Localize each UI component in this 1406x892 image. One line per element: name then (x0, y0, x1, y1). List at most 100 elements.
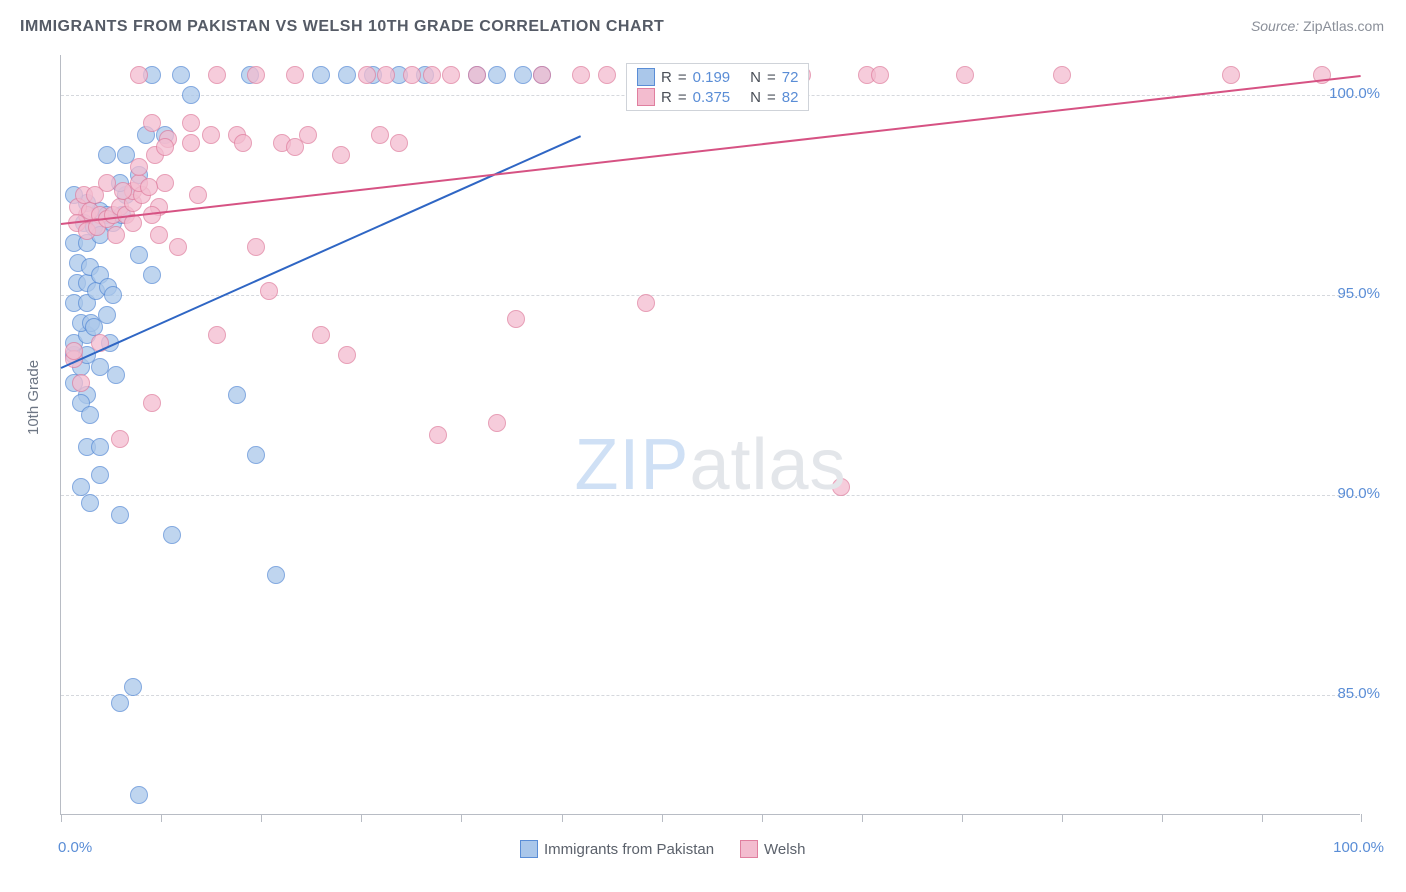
scatter-point (124, 678, 142, 696)
x-tick (61, 814, 62, 822)
x-tick (962, 814, 963, 822)
scatter-point (572, 66, 590, 84)
n-label: N (750, 89, 761, 106)
x-tick (1262, 814, 1263, 822)
scatter-point (156, 174, 174, 192)
scatter-point (312, 326, 330, 344)
scatter-point (507, 310, 525, 328)
scatter-point (130, 158, 148, 176)
y-tick-label: 95.0% (1337, 285, 1380, 302)
scatter-plot-area: ZIPatlas R = 0.199 N = 72 R = 0.375 N = … (60, 55, 1360, 815)
scatter-point (332, 146, 350, 164)
scatter-point (111, 506, 129, 524)
scatter-point (114, 182, 132, 200)
scatter-point (871, 66, 889, 84)
scatter-point (182, 86, 200, 104)
equals-sign: = (767, 89, 776, 106)
source-credit: Source: ZipAtlas.com (1251, 18, 1384, 34)
welsh-r-value: 0.375 (693, 89, 731, 106)
correlation-legend-box: R = 0.199 N = 72 R = 0.375 N = 82 (626, 63, 809, 111)
scatter-point (468, 66, 486, 84)
x-axis-max-label: 100.0% (1333, 839, 1384, 856)
scatter-point (390, 134, 408, 152)
pakistan-r-value: 0.199 (693, 69, 731, 86)
scatter-point (488, 414, 506, 432)
scatter-point (91, 466, 109, 484)
chart-title: IMMIGRANTS FROM PAKISTAN VS WELSH 10TH G… (20, 18, 664, 36)
scatter-point (163, 526, 181, 544)
x-tick (1361, 814, 1362, 822)
scatter-point (637, 294, 655, 312)
scatter-point (598, 66, 616, 84)
source-value: ZipAtlas.com (1303, 18, 1384, 34)
scatter-point (488, 66, 506, 84)
series-legend: Immigrants from Pakistan Welsh (520, 840, 805, 858)
equals-sign: = (767, 69, 776, 86)
scatter-point (429, 426, 447, 444)
zipatlas-watermark: ZIPatlas (574, 424, 846, 506)
correlation-legend-row-welsh: R = 0.375 N = 82 (637, 88, 798, 106)
scatter-point (208, 326, 226, 344)
scatter-point (260, 282, 278, 300)
y-tick-label: 100.0% (1329, 85, 1380, 102)
scatter-point (156, 138, 174, 156)
scatter-point (312, 66, 330, 84)
y-tick-label: 85.0% (1337, 685, 1380, 702)
scatter-point (81, 406, 99, 424)
equals-sign: = (678, 89, 687, 106)
y-axis-label: 10th Grade (25, 360, 42, 435)
scatter-point (423, 66, 441, 84)
scatter-point (202, 126, 220, 144)
welsh-swatch-bottom (740, 840, 758, 858)
legend-label-welsh: Welsh (764, 841, 805, 858)
pakistan-n-value: 72 (782, 69, 799, 86)
scatter-point (107, 226, 125, 244)
scatter-point (172, 66, 190, 84)
x-axis-min-label: 0.0% (58, 839, 92, 856)
correlation-legend-row-pakistan: R = 0.199 N = 72 (637, 68, 798, 86)
watermark-atlas: atlas (689, 425, 846, 505)
x-tick (762, 814, 763, 822)
scatter-point (143, 266, 161, 284)
x-tick (1162, 814, 1163, 822)
scatter-point (130, 246, 148, 264)
n-label: N (750, 69, 761, 86)
scatter-point (533, 66, 551, 84)
scatter-point (169, 238, 187, 256)
legend-item-welsh: Welsh (740, 840, 805, 858)
r-label: R (661, 69, 672, 86)
scatter-point (299, 126, 317, 144)
pakistan-swatch (637, 68, 655, 86)
scatter-point (182, 134, 200, 152)
x-tick (261, 814, 262, 822)
pakistan-swatch-bottom (520, 840, 538, 858)
scatter-point (143, 394, 161, 412)
scatter-point (403, 66, 421, 84)
scatter-point (377, 66, 395, 84)
scatter-point (130, 66, 148, 84)
source-label: Source: (1251, 18, 1299, 34)
scatter-point (72, 374, 90, 392)
scatter-point (107, 366, 125, 384)
scatter-point (98, 306, 116, 324)
legend-label-pakistan: Immigrants from Pakistan (544, 841, 714, 858)
scatter-point (832, 478, 850, 496)
scatter-point (130, 786, 148, 804)
x-tick (461, 814, 462, 822)
scatter-point (514, 66, 532, 84)
scatter-point (104, 286, 122, 304)
welsh-n-value: 82 (782, 89, 799, 106)
scatter-point (371, 126, 389, 144)
scatter-point (267, 566, 285, 584)
x-tick (361, 814, 362, 822)
r-label: R (661, 89, 672, 106)
scatter-point (1222, 66, 1240, 84)
scatter-point (956, 66, 974, 84)
scatter-point (98, 146, 116, 164)
grid-line (61, 695, 1360, 696)
scatter-point (98, 174, 116, 192)
x-tick (1062, 814, 1063, 822)
scatter-point (286, 66, 304, 84)
x-tick (562, 814, 563, 822)
scatter-point (81, 494, 99, 512)
